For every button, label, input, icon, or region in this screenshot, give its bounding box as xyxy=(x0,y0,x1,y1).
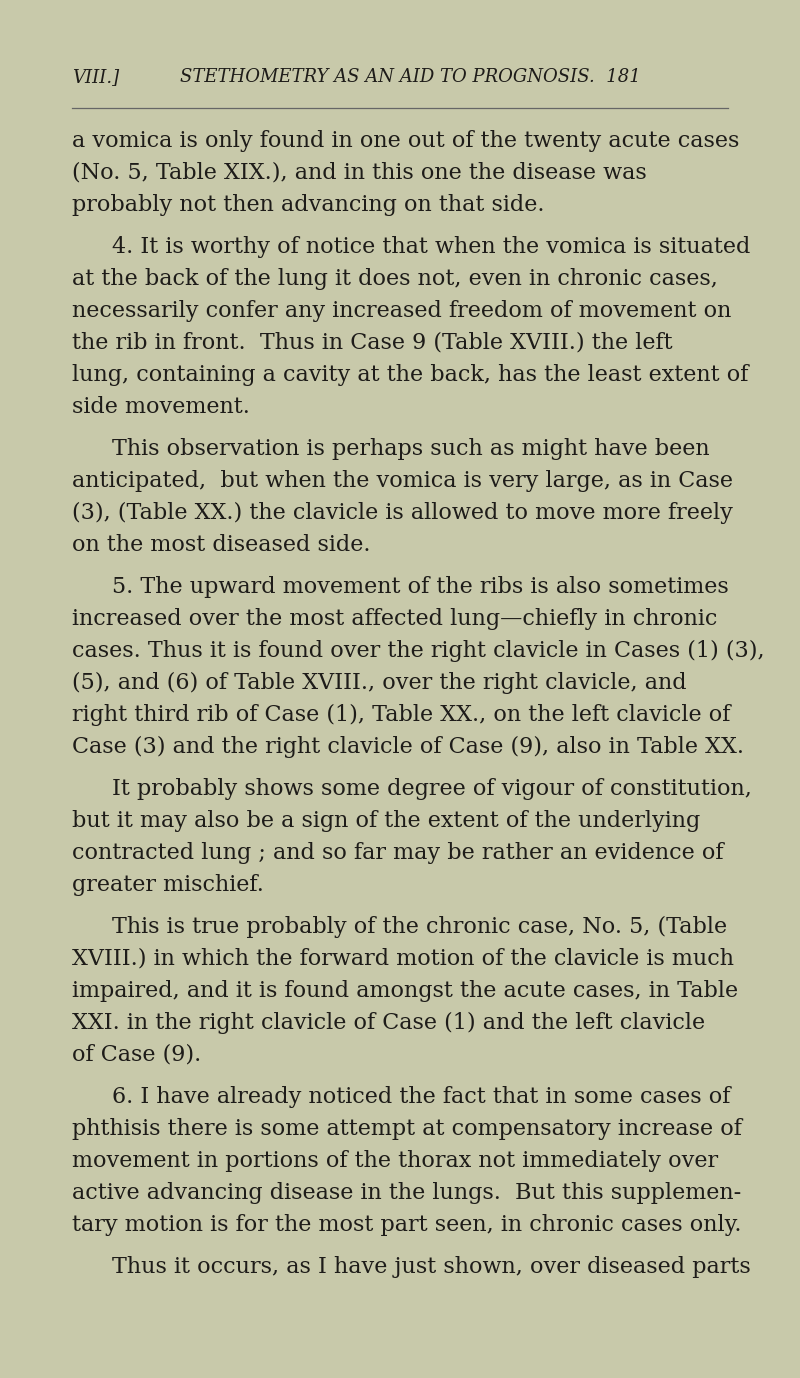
Text: anticipated,  but when the vomica is very large, as in Case: anticipated, but when the vomica is very… xyxy=(72,470,733,492)
Text: STETHOMETRY AS AN AID TO PROGNOSIS.  181: STETHOMETRY AS AN AID TO PROGNOSIS. 181 xyxy=(180,68,640,85)
Text: 6. I have already noticed the fact that in some cases of: 6. I have already noticed the fact that … xyxy=(112,1086,730,1108)
Text: necessarily confer any increased freedom of movement on: necessarily confer any increased freedom… xyxy=(72,300,731,322)
Text: lung, containing a cavity at the back, has the least extent of: lung, containing a cavity at the back, h… xyxy=(72,364,748,386)
Text: but it may also be a sign of the extent of the underlying: but it may also be a sign of the extent … xyxy=(72,810,700,832)
Text: (3), (Table XX.) the clavicle is allowed to move more freely: (3), (Table XX.) the clavicle is allowed… xyxy=(72,502,733,524)
Text: active advancing disease in the lungs.  But this supplemen-: active advancing disease in the lungs. B… xyxy=(72,1182,742,1204)
Text: side movement.: side movement. xyxy=(72,395,250,418)
Text: This is true probably of the chronic case, No. 5, (Table: This is true probably of the chronic cas… xyxy=(112,916,727,938)
Text: probably not then advancing on that side.: probably not then advancing on that side… xyxy=(72,194,545,216)
Text: cases. Thus it is found over the right clavicle in Cases (1) (3),: cases. Thus it is found over the right c… xyxy=(72,639,765,661)
Text: 4. It is worthy of notice that when the vomica is situated: 4. It is worthy of notice that when the … xyxy=(112,236,750,258)
Text: right third rib of Case (1), Table XX., on the left clavicle of: right third rib of Case (1), Table XX., … xyxy=(72,704,730,726)
Text: It probably shows some degree of vigour of constitution,: It probably shows some degree of vigour … xyxy=(112,779,752,801)
Text: XXI. in the right clavicle of Case (1) and the left clavicle: XXI. in the right clavicle of Case (1) a… xyxy=(72,1011,705,1034)
Text: movement in portions of the thorax not immediately over: movement in portions of the thorax not i… xyxy=(72,1151,718,1173)
Text: increased over the most affected lung—chiefly in chronic: increased over the most affected lung—ch… xyxy=(72,608,718,630)
Text: phthisis there is some attempt at compensatory increase of: phthisis there is some attempt at compen… xyxy=(72,1118,742,1140)
Text: the rib in front.  Thus in Case 9 (Table XVIII.) the left: the rib in front. Thus in Case 9 (Table … xyxy=(72,332,673,354)
Text: This observation is perhaps such as might have been: This observation is perhaps such as migh… xyxy=(112,438,710,460)
Text: (No. 5, Table XIX.), and in this one the disease was: (No. 5, Table XIX.), and in this one the… xyxy=(72,163,646,185)
Text: Thus it occurs, as I have just shown, over diseased parts: Thus it occurs, as I have just shown, ov… xyxy=(112,1255,750,1277)
Text: at the back of the lung it does not, even in chronic cases,: at the back of the lung it does not, eve… xyxy=(72,267,718,289)
Text: greater mischief.: greater mischief. xyxy=(72,874,264,896)
Text: tary motion is for the most part seen, in chronic cases only.: tary motion is for the most part seen, i… xyxy=(72,1214,742,1236)
Text: a vomica is only found in one out of the twenty acute cases: a vomica is only found in one out of the… xyxy=(72,130,739,152)
Text: of Case (9).: of Case (9). xyxy=(72,1045,202,1067)
Text: 5. The upward movement of the ribs is also sometimes: 5. The upward movement of the ribs is al… xyxy=(112,576,729,598)
Text: Case (3) and the right clavicle of Case (9), also in Table XX.: Case (3) and the right clavicle of Case … xyxy=(72,736,744,758)
Text: contracted lung ; and so far may be rather an evidence of: contracted lung ; and so far may be rath… xyxy=(72,842,723,864)
Text: (5), and (6) of Table XVIII., over the right clavicle, and: (5), and (6) of Table XVIII., over the r… xyxy=(72,672,686,695)
Text: on the most diseased side.: on the most diseased side. xyxy=(72,535,370,555)
Text: impaired, and it is found amongst the acute cases, in Table: impaired, and it is found amongst the ac… xyxy=(72,980,738,1002)
Text: XVIII.) in which the forward motion of the clavicle is much: XVIII.) in which the forward motion of t… xyxy=(72,948,734,970)
Text: VIII.]: VIII.] xyxy=(72,68,119,85)
